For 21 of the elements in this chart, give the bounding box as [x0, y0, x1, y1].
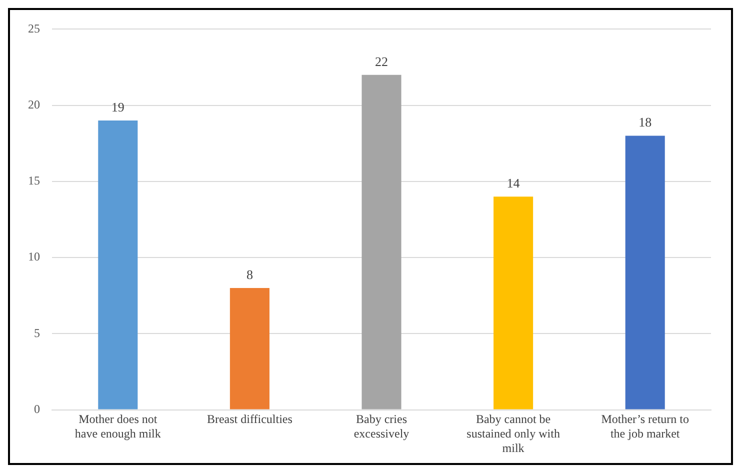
bar: [362, 74, 402, 410]
x-tick-label: Baby cannot be sustained only with milk: [466, 412, 560, 455]
y-tick-label: 25: [28, 21, 40, 36]
data-label: 19: [111, 99, 124, 114]
x-tick-label: Mother does not have enough milk: [74, 412, 161, 441]
y-tick-label: 10: [28, 250, 40, 264]
bar: [230, 288, 270, 410]
x-tick-label: Breast difficulties: [206, 412, 293, 426]
data-label: 22: [375, 54, 388, 69]
bar: [98, 120, 138, 410]
y-tick-label: 15: [28, 174, 40, 188]
x-tick-label: Baby cries excessively: [354, 412, 410, 441]
bar: [625, 136, 665, 410]
data-label: 14: [506, 176, 520, 191]
data-label: 8: [246, 266, 253, 282]
y-tick-label: 0: [34, 402, 40, 416]
y-tick-label: 5: [34, 326, 40, 340]
data-label: 18: [638, 114, 652, 130]
x-tick-label: Mother’s return to the job market: [601, 412, 689, 441]
y-tick-label: 20: [28, 97, 40, 112]
bar: [494, 196, 534, 410]
